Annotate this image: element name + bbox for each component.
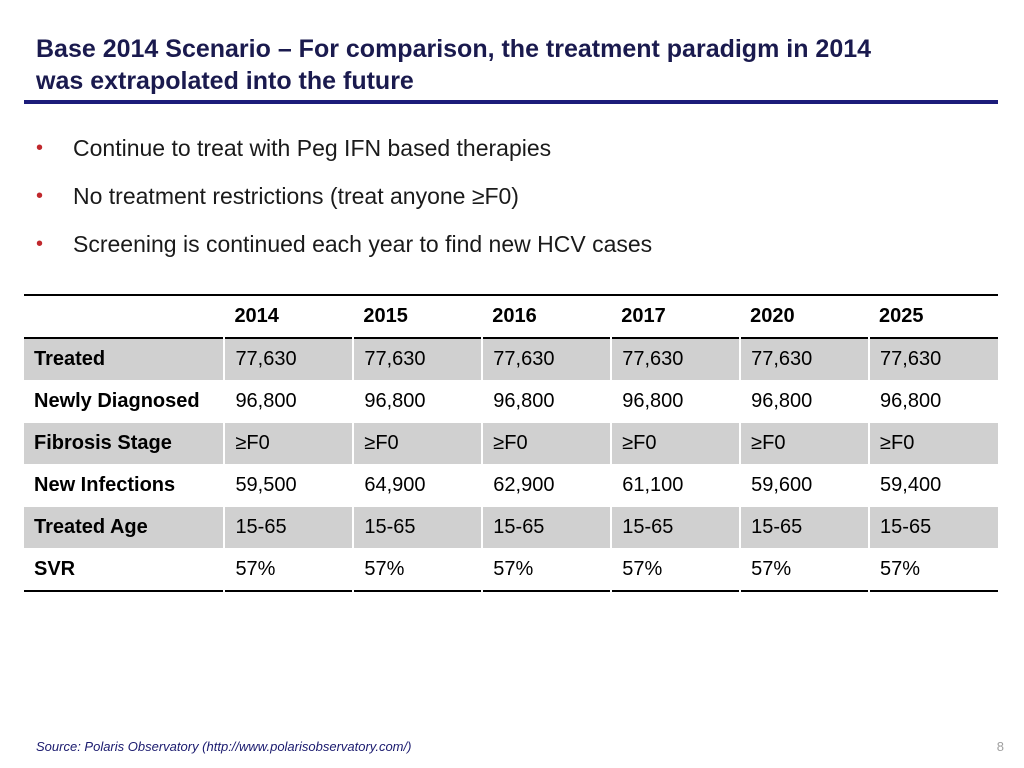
table-cell: ≥F0 (223, 422, 354, 465)
table-cell: 96,800 (739, 380, 870, 423)
table-cell: 15-65 (223, 506, 354, 549)
table-cell: 77,630 (868, 337, 998, 381)
title-underline (24, 100, 998, 104)
table-corner-header (24, 295, 224, 338)
table-cell: 59,400 (868, 464, 998, 507)
table-cell: 57% (610, 548, 741, 591)
table-cell: 57% (223, 548, 354, 591)
table-cell: 15-65 (352, 506, 483, 549)
table-cell: ≥F0 (868, 422, 998, 465)
table-cell: 96,800 (610, 380, 741, 423)
row-label: Newly Diagnosed (34, 390, 200, 412)
row-label: New Infections (34, 474, 176, 496)
bullet-marker: • (36, 233, 44, 255)
table-cell: 77,630 (739, 337, 870, 381)
slide-title-line-2: was extrapolated into the future (36, 67, 414, 95)
table-cell: 59,500 (223, 464, 354, 507)
slide-title-line-1: Base 2014 Scenario – For comparison, the… (36, 35, 872, 63)
year-header: 2015 (363, 305, 408, 327)
table-cell: 96,800 (352, 380, 483, 423)
table-row-new-infections: New Infections 59,500 64,900 62,900 61,1… (24, 464, 998, 507)
table-cell: 77,630 (352, 337, 483, 381)
row-label: SVR (34, 558, 76, 580)
bullet-text: Screening is continued each year to find… (73, 231, 653, 257)
table-row-newly-diagnosed: Newly Diagnosed 96,800 96,800 96,800 96,… (24, 380, 998, 423)
table-cell: 59,600 (739, 464, 870, 507)
table-header-row: 2014 2015 2016 2017 2020 2025 (24, 295, 998, 338)
table-cell: 15-65 (610, 506, 741, 549)
table-cell: ≥F0 (481, 422, 612, 465)
table-cell: 57% (739, 548, 870, 591)
table-cell: 15-65 (868, 506, 998, 549)
table-cell: 64,900 (352, 464, 483, 507)
table-cell: 96,800 (223, 380, 354, 423)
year-header: 2016 (492, 305, 537, 327)
bullet-marker: • (36, 137, 44, 159)
table-cell: 57% (481, 548, 612, 591)
bullet-text: No treatment restrictions (treat anyone … (73, 183, 519, 209)
table-cell: 57% (352, 548, 483, 591)
bullet-marker: • (36, 185, 44, 207)
table-cell: 62,900 (481, 464, 612, 507)
slide-title: Base 2014 Scenario – For comparison, the… (36, 33, 996, 97)
row-label: Fibrosis Stage (24, 422, 225, 465)
year-header: 2017 (621, 305, 666, 327)
table-cell: ≥F0 (352, 422, 483, 465)
table-cell: 57% (868, 548, 998, 591)
table-row-treated: Treated 77,630 77,630 77,630 77,630 77,6… (24, 337, 998, 381)
row-label: Treated (24, 337, 225, 381)
bullet-text: Continue to treat with Peg IFN based the… (73, 135, 552, 161)
table-cell: 96,800 (481, 380, 612, 423)
table-cell: 61,100 (610, 464, 741, 507)
table-cell: 96,800 (868, 380, 998, 423)
table-cell: 15-65 (481, 506, 612, 549)
year-header: 2020 (750, 305, 795, 327)
year-header: 2025 (879, 305, 924, 327)
table-cell: ≥F0 (739, 422, 870, 465)
table-cell: 77,630 (610, 337, 741, 381)
table-cell: 15-65 (739, 506, 870, 549)
table-cell: 77,630 (223, 337, 354, 381)
year-header: 2014 (234, 305, 279, 327)
table-row-fibrosis-stage: Fibrosis Stage ≥F0 ≥F0 ≥F0 ≥F0 ≥F0 ≥F0 (24, 422, 998, 465)
table-row-svr: SVR 57% 57% 57% 57% 57% 57% (24, 548, 998, 591)
table-row-treated-age: Treated Age 15-65 15-65 15-65 15-65 15-6… (24, 506, 998, 549)
table-cell: 77,630 (481, 337, 612, 381)
page-number: 8 (996, 739, 1004, 754)
table-cell: ≥F0 (610, 422, 741, 465)
row-label: Treated Age (24, 506, 225, 549)
scenario-table: 2014 2015 2016 2017 2020 2025 Treated 77… (24, 294, 998, 592)
source-citation: Source: Polaris Observatory (http://www.… (36, 739, 412, 754)
